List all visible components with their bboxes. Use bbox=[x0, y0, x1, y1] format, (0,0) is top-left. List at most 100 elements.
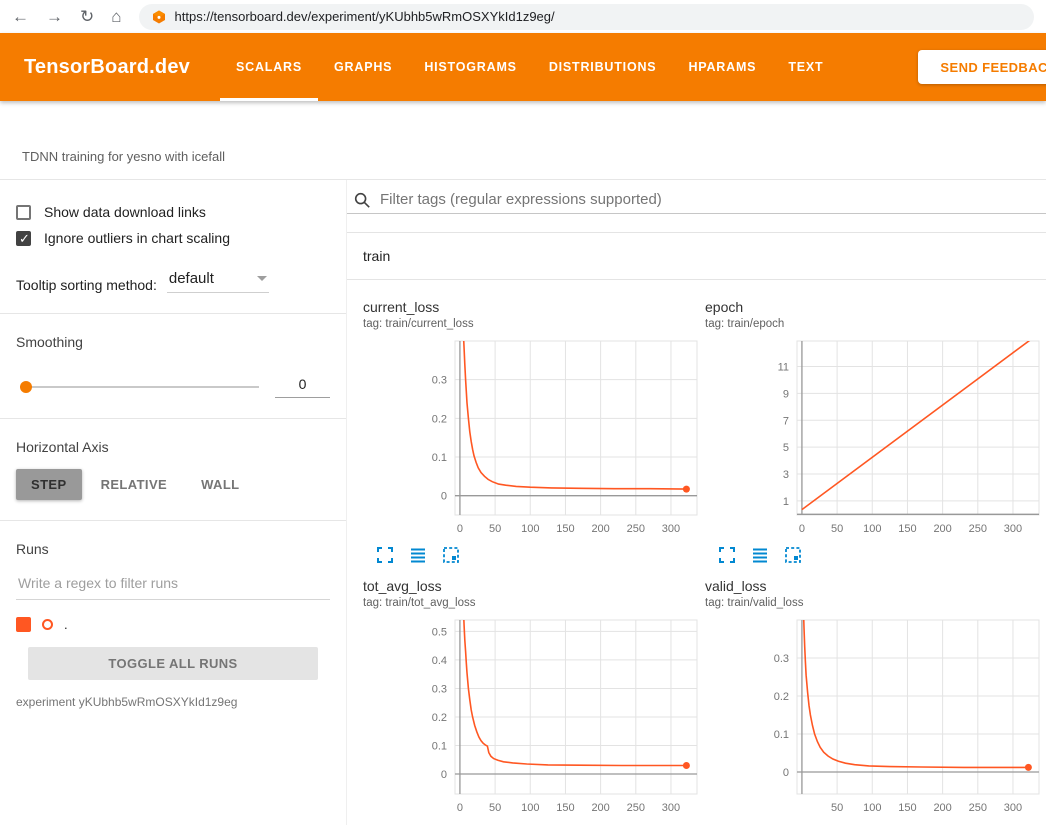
chart-title: current_loss bbox=[363, 299, 440, 315]
svg-text:150: 150 bbox=[898, 523, 916, 535]
tag-group-header[interactable]: train bbox=[347, 233, 1046, 280]
scalar-line-chart[interactable]: 0 50 100 150 200 250 300 0 0.1 0.2 0.3 0.4 0.5 bbox=[363, 614, 698, 819]
svg-text:0.3: 0.3 bbox=[432, 375, 447, 387]
tab-distributions[interactable]: DISTRIBUTIONS bbox=[548, 60, 657, 74]
svg-text:50: 50 bbox=[831, 523, 843, 535]
app-header: TensorBoard.dev SCALARS GRAPHS HISTOGRAM… bbox=[0, 33, 1046, 101]
checkbox-unchecked-icon[interactable] bbox=[16, 204, 31, 220]
svg-text:0.3: 0.3 bbox=[774, 653, 789, 665]
fit-domain-icon[interactable] bbox=[442, 546, 460, 564]
axis-relative-button[interactable]: RELATIVE bbox=[100, 477, 168, 492]
svg-text:11: 11 bbox=[778, 362, 789, 374]
run-checkbox-icon[interactable] bbox=[16, 617, 31, 632]
svg-text:50: 50 bbox=[489, 523, 501, 535]
svg-text:0.5: 0.5 bbox=[432, 626, 447, 638]
svg-text:9: 9 bbox=[783, 388, 789, 400]
tab-scalars[interactable]: SCALARS bbox=[220, 33, 319, 101]
tab-histograms[interactable]: HISTOGRAMS bbox=[424, 60, 517, 74]
fit-domain-icon[interactable] bbox=[784, 546, 802, 564]
tag-group-label: train bbox=[363, 248, 391, 264]
svg-text:0: 0 bbox=[457, 523, 463, 535]
svg-text:250: 250 bbox=[627, 523, 645, 535]
svg-text:100: 100 bbox=[521, 802, 539, 814]
runs-label: Runs bbox=[16, 541, 49, 557]
checkbox-checked-icon[interactable] bbox=[16, 230, 31, 247]
slider-thumb[interactable] bbox=[20, 381, 32, 393]
runs-filter-input[interactable]: Write a regex to filter runs bbox=[16, 575, 330, 600]
chart-toolbar bbox=[363, 546, 698, 564]
chart-tag: tag: train/current_loss bbox=[363, 318, 474, 330]
axis-step-button[interactable]: STEP bbox=[16, 469, 82, 500]
checkbox-label: Show data download links bbox=[44, 204, 206, 220]
svg-text:0.2: 0.2 bbox=[432, 712, 447, 724]
chart-title: valid_loss bbox=[705, 578, 767, 594]
svg-text:200: 200 bbox=[933, 802, 951, 814]
svg-text:250: 250 bbox=[627, 802, 645, 814]
svg-text:3: 3 bbox=[783, 469, 789, 481]
site-favicon bbox=[152, 10, 166, 24]
divider bbox=[0, 520, 346, 521]
scalar-line-chart[interactable]: 0 50 100 150 200 250 300 1 3 5 7 9 11 bbox=[705, 335, 1040, 540]
tooltip-sorting-dropdown[interactable]: default bbox=[166, 270, 269, 293]
run-name: . bbox=[64, 617, 68, 632]
horizontal-axis-label: Horizontal Axis bbox=[16, 439, 109, 455]
chart-card-epoch: epoch tag: train/epoch 0 50 100 150 200 250 30… bbox=[705, 299, 1040, 564]
log-scale-icon[interactable] bbox=[409, 546, 427, 564]
svg-text:0.1: 0.1 bbox=[432, 452, 447, 464]
svg-text:0.1: 0.1 bbox=[774, 729, 789, 741]
svg-text:0: 0 bbox=[783, 767, 789, 779]
tab-graphs[interactable]: GRAPHS bbox=[334, 60, 393, 74]
charts-grid: current_loss tag: train/current_loss 0 50… bbox=[347, 280, 1046, 825]
smoothing-value-input[interactable]: 0 bbox=[275, 376, 330, 398]
tooltip-sorting-label: Tooltip sorting method: bbox=[16, 277, 157, 293]
home-icon[interactable]: ⌂ bbox=[111, 7, 122, 26]
svg-text:200: 200 bbox=[933, 523, 951, 535]
filter-tags-input[interactable]: Filter tags (regular expressions support… bbox=[347, 186, 1046, 214]
back-icon[interactable]: ← bbox=[12, 7, 29, 26]
tab-text[interactable]: TEXT bbox=[788, 60, 824, 74]
send-feedback-button[interactable]: SEND FEEDBACK bbox=[918, 50, 1046, 84]
brand-logo[interactable]: TensorBoard.dev bbox=[24, 55, 190, 78]
experiment-bar: TDNN training for yesno with icefall bbox=[0, 101, 1046, 180]
experiment-id-note: experiment yKUbhb5wRmOSXYkId1z9eg bbox=[16, 695, 238, 709]
svg-text:50: 50 bbox=[489, 802, 501, 814]
svg-text:150: 150 bbox=[556, 523, 574, 535]
show-download-links-checkbox[interactable]: Show data download links bbox=[16, 204, 330, 220]
smoothing-slider[interactable] bbox=[20, 381, 259, 393]
filter-tags-placeholder: Filter tags (regular expressions support… bbox=[380, 191, 662, 208]
checkbox-label: Ignore outliers in chart scaling bbox=[44, 230, 230, 246]
reload-icon[interactable]: ↻ bbox=[80, 7, 95, 26]
svg-text:300: 300 bbox=[662, 802, 680, 814]
svg-text:300: 300 bbox=[1004, 523, 1022, 535]
expand-icon[interactable] bbox=[376, 546, 394, 564]
chart-tag: tag: train/epoch bbox=[705, 318, 785, 330]
main-nav: SCALARS GRAPHS HISTOGRAMS DISTRIBUTIONS … bbox=[220, 33, 839, 101]
scalar-line-chart[interactable]: 0 50 100 150 200 250 300 0 0.1 0.2 0.3 bbox=[363, 335, 698, 540]
svg-text:200: 200 bbox=[591, 802, 609, 814]
toggle-all-runs-button[interactable]: TOGGLE ALL RUNS bbox=[28, 647, 318, 680]
search-icon bbox=[353, 191, 371, 209]
experiment-title: TDNN training for yesno with icefall bbox=[22, 149, 226, 164]
tab-hparams[interactable]: HPARAMS bbox=[688, 60, 757, 74]
svg-text:0.3: 0.3 bbox=[432, 683, 447, 695]
run-list-item[interactable]: . bbox=[16, 617, 330, 632]
ignore-outliers-checkbox[interactable]: Ignore outliers in chart scaling bbox=[16, 230, 330, 247]
divider bbox=[0, 418, 346, 419]
scalar-line-chart[interactable]: 50 100 150 200 250 300 0 0.1 0.2 0.3 bbox=[705, 614, 1040, 819]
address-bar[interactable]: https://tensorboard.dev/experiment/yKUbh… bbox=[138, 3, 1034, 30]
chart-title: epoch bbox=[705, 299, 744, 315]
url-text: https://tensorboard.dev/experiment/yKUbh… bbox=[174, 9, 555, 24]
axis-wall-button[interactable]: WALL bbox=[201, 477, 240, 492]
svg-text:0.2: 0.2 bbox=[774, 691, 789, 703]
run-color-indicator-icon bbox=[42, 619, 53, 630]
svg-text:250: 250 bbox=[969, 802, 987, 814]
forward-icon[interactable]: → bbox=[46, 7, 63, 26]
chevron-down-icon bbox=[256, 276, 267, 281]
svg-text:150: 150 bbox=[556, 802, 574, 814]
svg-text:100: 100 bbox=[863, 802, 881, 814]
log-scale-icon[interactable] bbox=[751, 546, 769, 564]
svg-text:150: 150 bbox=[898, 802, 916, 814]
svg-text:100: 100 bbox=[863, 523, 881, 535]
chart-card-valid-loss: valid_loss tag: train/valid_loss 50 100 15… bbox=[705, 578, 1040, 825]
expand-icon[interactable] bbox=[718, 546, 736, 564]
